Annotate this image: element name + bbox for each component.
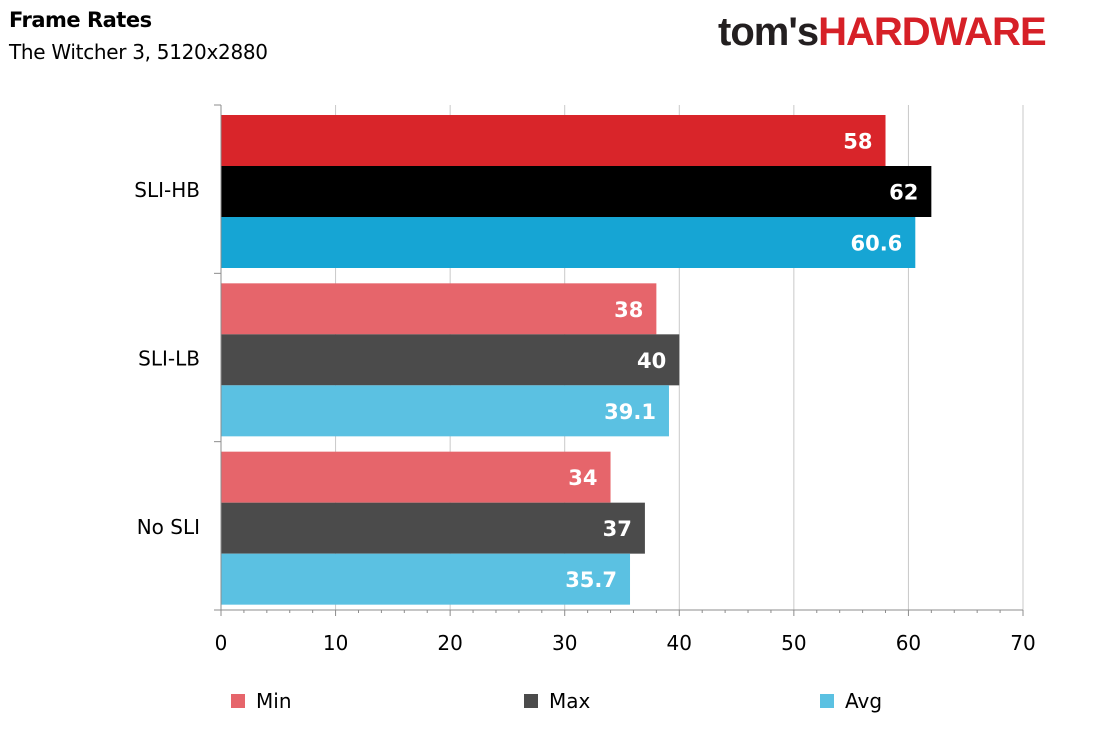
- brand-logo: tom'sHARDWARE: [718, 10, 1047, 55]
- logo-part-2: HARDWARE: [818, 10, 1047, 54]
- bar-avg: [221, 217, 916, 268]
- data-label: 35.7: [565, 568, 617, 592]
- x-tick-label: 40: [667, 631, 692, 655]
- data-label: 38: [614, 298, 643, 322]
- category-label: SLI-LB: [138, 347, 200, 371]
- data-label: 58: [843, 130, 872, 154]
- legend-swatch-avg: [820, 694, 834, 708]
- legend-label: Avg: [845, 689, 882, 713]
- legend-label: Max: [549, 689, 591, 713]
- bar-min: [221, 451, 611, 503]
- chart-title: Frame Rates: [9, 8, 152, 32]
- data-label: 40: [637, 349, 666, 373]
- legend-swatch-min: [231, 694, 245, 708]
- x-tick-label: 60: [896, 631, 921, 655]
- data-label: 34: [568, 466, 597, 490]
- bar-max: [221, 334, 680, 386]
- bar-max: [221, 502, 645, 554]
- x-tick-label: 50: [781, 631, 806, 655]
- bar-avg: [221, 553, 631, 605]
- bar-min: [221, 283, 657, 335]
- bar-min: [221, 115, 886, 166]
- category-label: SLI-HB: [134, 178, 200, 202]
- x-tick-label: 70: [1010, 631, 1035, 655]
- data-label: 39.1: [604, 400, 656, 424]
- bar-max: [221, 166, 932, 217]
- bar-avg: [221, 385, 669, 437]
- logo-part-1: tom's: [718, 10, 819, 54]
- x-tick-label: 30: [552, 631, 577, 655]
- legend-swatch-max: [524, 694, 538, 708]
- x-tick-label: 0: [215, 631, 228, 655]
- x-tick-label: 20: [437, 631, 462, 655]
- data-label: 62: [889, 181, 918, 205]
- legend-label: Min: [256, 689, 292, 713]
- data-label: 37: [603, 517, 632, 541]
- data-label: 60.6: [850, 232, 902, 256]
- category-label: No SLI: [137, 515, 200, 539]
- chart-subtitle: The Witcher 3, 5120x2880: [9, 40, 268, 64]
- x-tick-label: 10: [323, 631, 348, 655]
